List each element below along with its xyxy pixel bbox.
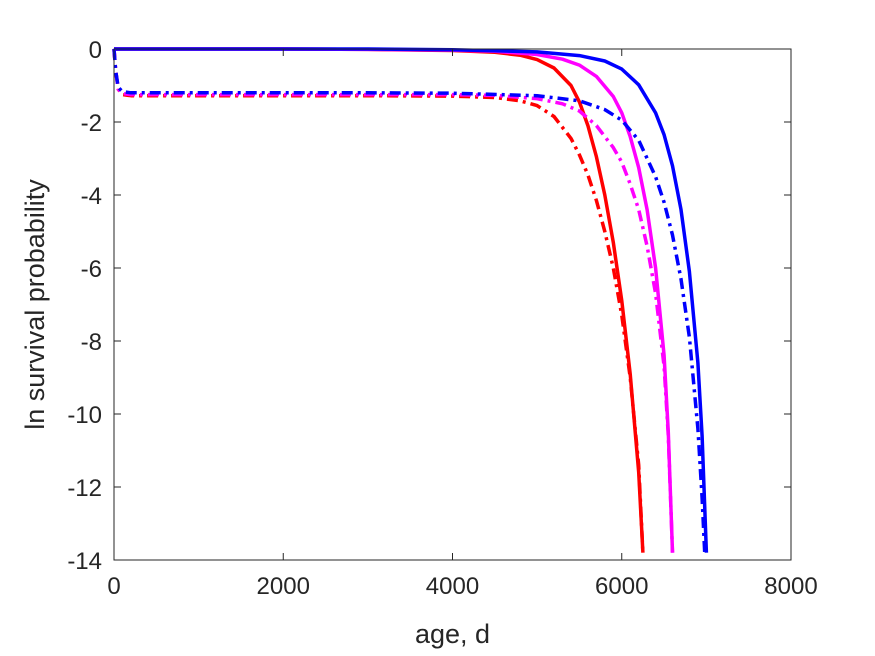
x-tick-label: 2000: [257, 573, 310, 600]
series-line-5: [112, 48, 675, 553]
y-tick-label: -14: [67, 548, 102, 575]
y-axis-label: ln survival probability: [20, 179, 50, 430]
y-tick-label: -8: [81, 329, 102, 356]
ticks-layer: 0 2000 4000 6000 8000 0 -2 -4 -6 -8 -10 -12 -14: [67, 37, 817, 600]
x-tick-label: 6000: [595, 573, 648, 600]
plot-background: [114, 49, 791, 560]
y-tick-label: -6: [81, 256, 102, 283]
y-tick-label: -10: [67, 402, 102, 429]
x-tick-label: 4000: [426, 573, 479, 600]
y-tick-label: -12: [67, 475, 102, 502]
x-tick-label: 8000: [764, 573, 817, 600]
y-tick-label: 0: [89, 37, 102, 64]
x-axis-label: age, d: [415, 619, 490, 649]
series-line-6: [112, 48, 707, 553]
y-tick-label: -4: [81, 183, 102, 210]
y-tick-label: -2: [81, 110, 102, 137]
x-tick-label: 0: [107, 573, 120, 600]
